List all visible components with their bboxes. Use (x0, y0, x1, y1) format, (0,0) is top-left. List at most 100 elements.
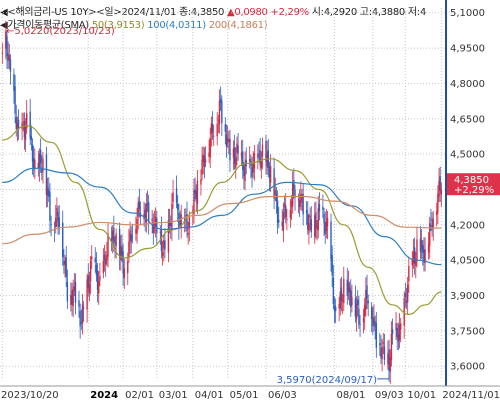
candle-body (334, 306, 337, 311)
candle-body (269, 166, 272, 183)
candle-body (316, 226, 318, 228)
candle-body (240, 152, 243, 158)
candle-body (102, 261, 105, 274)
candle-body (152, 222, 155, 234)
candle-body (123, 268, 125, 278)
candle-body (365, 289, 367, 310)
candle-body (330, 221, 332, 260)
candle-body (163, 240, 165, 249)
candle-body (128, 241, 130, 258)
candle-body (217, 119, 220, 121)
candle-body (351, 297, 353, 306)
candle-body (49, 191, 51, 221)
candle-body (204, 159, 207, 163)
candle-body (332, 277, 335, 305)
candle-body (57, 212, 59, 222)
candle-body (291, 183, 294, 206)
change-pct-label: +2,29% (270, 7, 309, 18)
x-tick-label: 05/01 (230, 390, 259, 401)
candle-body (340, 287, 343, 302)
candle-body (398, 325, 401, 340)
candle-body (72, 289, 74, 306)
candle-body (322, 206, 324, 210)
candle-body (159, 231, 161, 233)
candle-body (397, 334, 400, 342)
ma-collapse-icon[interactable]: ◀ (0, 20, 8, 31)
candle-body (261, 144, 264, 157)
y-tick-label: 5,1000 (450, 8, 485, 19)
candle-body (194, 189, 196, 194)
candle-body (218, 100, 221, 125)
candle-body (79, 311, 81, 327)
candle-body (355, 304, 358, 320)
candle-body (210, 123, 213, 135)
candle-body (305, 210, 308, 214)
candle-body (359, 323, 361, 326)
candle-body (201, 159, 203, 175)
candle-body (258, 149, 260, 151)
candle-body (437, 193, 439, 213)
candle-body (282, 211, 285, 231)
candle-body (31, 144, 34, 162)
candle-body (429, 223, 431, 246)
candle-body (135, 229, 137, 234)
candle-body (301, 195, 303, 199)
candle-body (308, 222, 310, 233)
candle-body (281, 221, 283, 227)
candle-body (5, 31, 7, 49)
candle-body (307, 214, 309, 230)
candle-body (15, 117, 17, 130)
candle-body (29, 111, 31, 139)
candle-body (315, 212, 317, 229)
candle-body (362, 318, 365, 323)
candle-body (374, 321, 376, 327)
candle-body (260, 161, 263, 168)
candle-body (94, 257, 96, 263)
ma-title[interactable]: 가격이동평균(SMA) (7, 20, 89, 31)
open-label: 시:4,2920 (311, 7, 357, 18)
candle-body (257, 153, 259, 158)
candle-body (118, 228, 121, 258)
y-tick-label: 4,9500 (450, 44, 485, 55)
x-tick-label: 04/01 (195, 390, 224, 401)
low-annotation-label: 3,5970(2024/09/17) (277, 375, 378, 386)
y-tick-label: 4,5000 (450, 150, 485, 161)
ma100-line (2, 167, 442, 266)
candle-body (348, 287, 351, 293)
candle-body (34, 159, 36, 170)
candle-body (41, 167, 43, 173)
instrument-label[interactable]: <해외금리-US 10Y> (7, 7, 97, 18)
candle-body (164, 240, 166, 250)
candle-body (314, 214, 316, 237)
candle-body (285, 205, 287, 218)
candle-body (42, 158, 44, 171)
candle-body (390, 333, 393, 360)
candle-body (186, 214, 188, 231)
candle-body (346, 279, 348, 296)
candle-body (427, 244, 430, 253)
candle-body (113, 227, 115, 244)
candle-body (200, 179, 202, 185)
candle-body (400, 323, 402, 330)
candle-body (388, 349, 390, 371)
candle-body (120, 245, 122, 261)
ma100-label: 100(4,0311) (147, 20, 206, 31)
candle-body (65, 257, 67, 278)
candle-body (245, 159, 247, 167)
ma50-label: 50(3,9153) (91, 20, 145, 31)
candle-body (243, 167, 245, 177)
candle-body (179, 223, 181, 225)
candle-body (115, 233, 117, 246)
candle-body (1, 52, 4, 54)
candle-body (251, 166, 253, 177)
candle-body (111, 230, 114, 241)
candle-body (419, 238, 422, 253)
candle-body (408, 266, 410, 282)
period-label[interactable]: <일> (96, 7, 122, 18)
candle-body (95, 264, 98, 276)
candle-body (161, 252, 164, 256)
candle-body (286, 218, 288, 220)
y-tick-label: 3,9000 (450, 291, 485, 302)
y-tick-label: 4,0500 (450, 256, 485, 267)
